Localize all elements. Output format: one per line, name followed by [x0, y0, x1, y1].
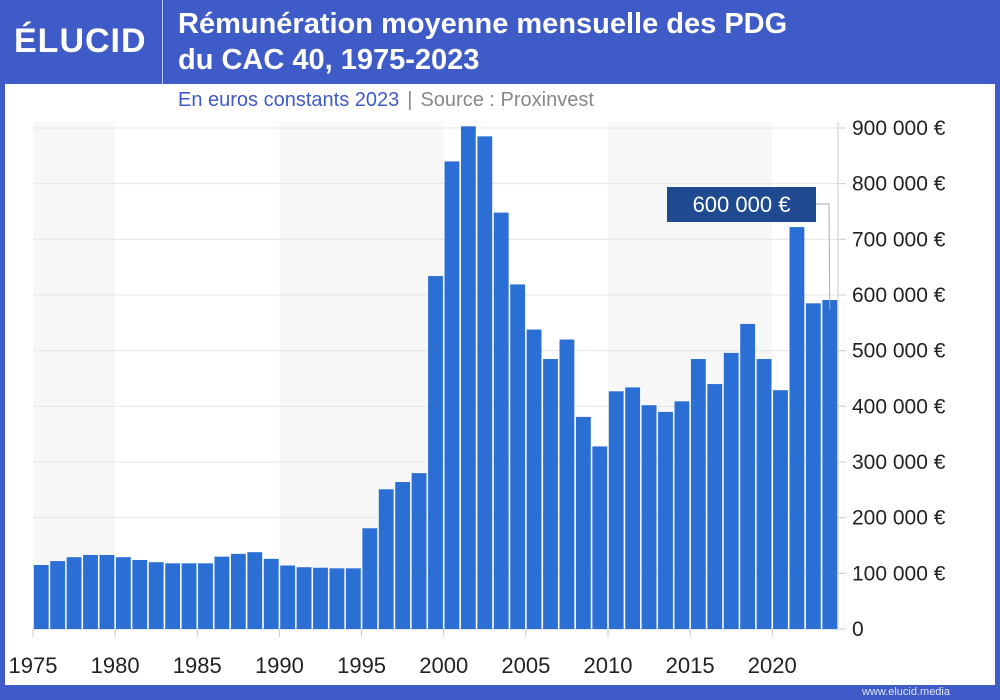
x-tick-label: 1990 — [255, 653, 304, 678]
y-tick-label: 0 — [852, 618, 864, 641]
bar-1986 — [214, 556, 230, 629]
bar-1980 — [115, 557, 131, 629]
bar-1992 — [313, 567, 328, 629]
bar-1989 — [263, 558, 279, 629]
bar-2011 — [625, 387, 641, 629]
bar-2013 — [658, 411, 673, 629]
x-tick-label: 1995 — [337, 653, 386, 678]
bar-1981 — [132, 559, 148, 629]
bar-2023 — [822, 300, 838, 629]
bar-1999 — [428, 276, 443, 629]
bar-2002 — [477, 136, 493, 629]
title-line-2: du CAC 40, 1975-2023 — [178, 44, 480, 76]
bar-2012 — [641, 405, 657, 629]
bar-1978 — [83, 554, 98, 629]
bar-2007 — [559, 339, 575, 629]
bar-2019 — [756, 359, 772, 629]
y-tick-label: 400 000 € — [852, 395, 946, 418]
bar-2021 — [789, 227, 805, 629]
bar-1979 — [99, 554, 115, 629]
subtitle-source: Source : Proxinvest — [420, 89, 594, 111]
bar-2008 — [575, 416, 591, 629]
bar-2022 — [805, 303, 821, 629]
bar-1994 — [345, 568, 361, 629]
bar-1987 — [230, 553, 246, 629]
subtitle-units: En euros constants 2023 — [178, 89, 400, 111]
bar-1982 — [148, 562, 164, 629]
bar-1985 — [198, 563, 213, 629]
bar-2018 — [740, 323, 756, 629]
bar-2004 — [510, 284, 526, 629]
annotation-label: 600 000 € — [667, 187, 816, 222]
y-tick-label: 900 000 € — [852, 117, 946, 140]
bar-1983 — [165, 563, 181, 629]
bar-2015 — [690, 359, 706, 629]
x-tick-label: 1975 — [9, 653, 58, 678]
x-tick-label: 2005 — [501, 653, 550, 678]
bar-1976 — [50, 561, 66, 629]
bar-1997 — [395, 482, 411, 629]
subtitle-separator: | — [407, 89, 413, 111]
footer-url[interactable]: www.elucid.media — [861, 686, 950, 698]
bar-1988 — [247, 552, 263, 629]
x-tick-label: 1985 — [173, 653, 222, 678]
bar-2001 — [460, 126, 476, 629]
y-tick-label: 100 000 € — [852, 562, 946, 585]
chart-title: Rémunération moyenne mensuelle des PDG d… — [178, 6, 978, 78]
y-tick-label: 800 000 € — [852, 173, 946, 196]
bar-1996 — [378, 489, 394, 629]
x-tick-label: 2015 — [666, 653, 715, 678]
y-tick-label: 700 000 € — [852, 228, 946, 251]
bar-2010 — [608, 391, 624, 629]
bar-1995 — [362, 528, 378, 629]
bar-1975 — [33, 564, 49, 629]
bar-1977 — [66, 557, 82, 629]
y-tick-label: 200 000 € — [852, 507, 946, 530]
y-tick-label: 300 000 € — [852, 451, 946, 474]
x-tick-label: 2010 — [584, 653, 633, 678]
bar-2006 — [543, 359, 558, 629]
elucid-logo: ÉLUCID — [14, 22, 147, 60]
x-tick-label: 2000 — [419, 653, 468, 678]
x-tick-label: 1980 — [91, 653, 140, 678]
bar-2000 — [444, 161, 460, 629]
bar-2014 — [674, 401, 690, 629]
bar-2016 — [707, 384, 723, 629]
chart-subtitle: En euros constants 2023 | Source : Proxinv… — [178, 89, 594, 112]
annotation-leader-line — [816, 203, 831, 311]
y-tick-label: 500 000 € — [852, 340, 946, 363]
header-divider — [162, 0, 163, 84]
y-tick-label: 600 000 € — [852, 284, 946, 307]
title-line-1: Rémunération moyenne mensuelle des PDG — [178, 8, 788, 40]
bar-1993 — [329, 568, 345, 629]
bar-2017 — [723, 352, 739, 629]
bar-1990 — [280, 565, 296, 629]
bar-1991 — [296, 567, 312, 629]
bar-1984 — [181, 563, 197, 629]
bar-2005 — [526, 329, 542, 629]
x-tick-label: 2020 — [748, 653, 797, 678]
bar-2003 — [493, 212, 509, 629]
bar-1998 — [411, 473, 427, 629]
shaded-band — [33, 122, 116, 629]
bar-2020 — [773, 390, 788, 629]
bar-2009 — [592, 446, 608, 629]
